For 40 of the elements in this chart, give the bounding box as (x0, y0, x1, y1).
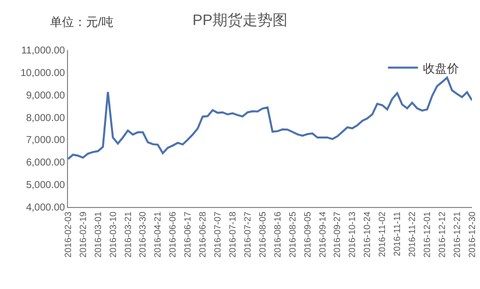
x-tick-label: 2016-08-16 (272, 212, 282, 258)
legend-label: 收盘价 (422, 61, 459, 76)
x-tick-label: 2016-11-22 (407, 212, 418, 257)
chart-title: PP期货走势图 (192, 12, 288, 29)
y-tick-label: 7,000.00 (26, 135, 66, 146)
x-tick-label: 2016-10-13 (347, 212, 358, 258)
x-tick-label: 2016-08-25 (287, 212, 298, 258)
x-tick-label: 2016-07-07 (212, 212, 223, 258)
x-tick-label: 2016-09-05 (302, 212, 312, 258)
x-tick-label: 2016-09-14 (317, 212, 328, 258)
x-tick-label: 2016-07-18 (228, 212, 238, 258)
y-tick-label: 11,000.00 (21, 46, 66, 56)
y-tick-label: 4,000.00 (26, 202, 66, 214)
x-tick-label: 2016-12-30 (466, 212, 477, 258)
text: 单位：元/吨 (50, 15, 114, 29)
x-tick-label: 2016-11-11 (392, 212, 402, 256)
x-tick-label: 2016-12-12 (436, 212, 447, 258)
y-tick-label: 5,000.00 (26, 180, 66, 192)
x-tick-label: 2016-03-10 (108, 212, 118, 258)
x-tick-label: 2016-12-21 (452, 212, 462, 258)
x-tick-label: 2016-12-01 (422, 212, 432, 258)
x-tick-label: 2016-08-05 (257, 212, 268, 258)
line-series (68, 76, 472, 160)
x-tick-label: 2016-02-03 (62, 212, 73, 258)
x-tick-label: 2016-02-19 (78, 212, 88, 258)
x-tick-label: 2016-03-30 (138, 212, 148, 258)
x-tick-label: 2016-07-27 (242, 212, 252, 258)
x-tick-label: 2016-06-28 (198, 212, 208, 258)
y-tick-label: 6,000.00 (26, 158, 66, 169)
x-tick-label: 2016-11-02 (377, 212, 388, 257)
y-tick-label: 8,000.00 (26, 112, 66, 124)
x-tick-label: 2016-06-17 (182, 212, 193, 258)
x-tick-label: 2016-04-21 (152, 212, 163, 258)
y-tick-label: 10,000.00 (20, 68, 66, 79)
x-tick-label: 2016-03-21 (122, 212, 133, 258)
x-tick-label: 2016-10-24 (362, 212, 372, 258)
x-tick-label: 2016-03-01 (92, 212, 103, 258)
x-tick-label: 2016-09-27 (332, 212, 342, 258)
x-tick-label: 2016-06-06 (168, 212, 178, 258)
y-tick-label: 9,000.00 (26, 90, 66, 102)
